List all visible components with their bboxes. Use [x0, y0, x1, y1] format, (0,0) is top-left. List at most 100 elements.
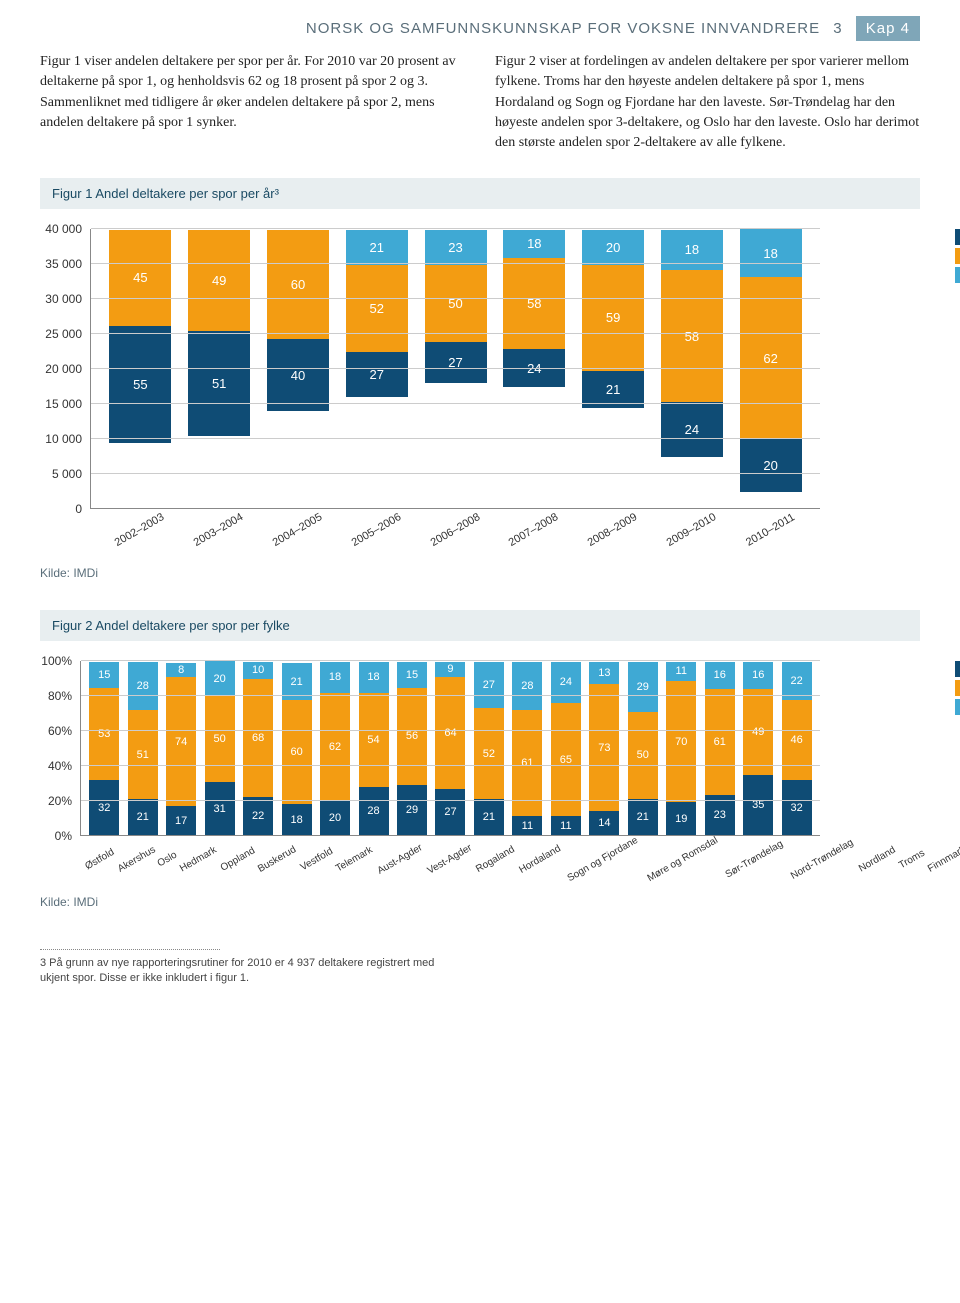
- bar-segment: 28: [512, 662, 542, 711]
- bar-segment: 61: [705, 689, 735, 795]
- bar-stack: 17748: [166, 661, 196, 835]
- bar-segment: 21: [474, 799, 504, 836]
- figur1-bars: 5545514940602752212750232458182159202458…: [91, 229, 820, 508]
- x-label: Akershus: [116, 845, 158, 875]
- legend-item: Spor 3: [955, 699, 960, 715]
- x-label: Nord-Trøndelag: [789, 838, 855, 883]
- x-label: Møre og Romsdal: [645, 835, 719, 884]
- x-label: Buskerud: [256, 845, 298, 876]
- bar-stack: 147313: [589, 661, 619, 835]
- x-label: Oslo: [156, 850, 179, 870]
- bar-segment: 11: [512, 816, 542, 835]
- x-label: Sogn og Fjordane: [566, 835, 640, 884]
- legend-swatch: [955, 229, 960, 245]
- bar-group: 5149: [180, 229, 259, 508]
- page-number: 3: [833, 20, 842, 37]
- bar-segment: 20: [740, 439, 802, 492]
- footnote: 3 På grunn av nye rapporteringsrutiner f…: [40, 956, 460, 986]
- bar-group: 354916: [739, 661, 777, 835]
- intro-left: Figur 1 viser andelen deltakere per spor…: [40, 52, 465, 153]
- bar-segment: 18: [503, 230, 565, 258]
- legend-item: Spor 2: [955, 680, 960, 696]
- bar-segment: 16: [743, 662, 773, 690]
- grid-line: [81, 800, 820, 801]
- bar-segment: 70: [666, 681, 696, 803]
- bar-stack: 215029: [628, 661, 658, 835]
- figur2-legend: Spor 1Spor 2Spor 3: [955, 661, 960, 718]
- bar-segment: 20: [205, 661, 235, 695]
- bar-segment: 68: [243, 679, 273, 797]
- figur1-kilde: Kilde: IMDi: [40, 566, 920, 580]
- bar-segment: 10: [243, 662, 273, 679]
- bar-group: 206218: [731, 229, 810, 508]
- bar-segment: 59: [582, 265, 644, 370]
- bar-segment: 32: [782, 780, 812, 836]
- grid-line: [81, 695, 820, 696]
- bar-segment: 18: [282, 804, 312, 835]
- bar-segment: 21: [128, 799, 158, 836]
- x-label: Sør-Trøndelag: [724, 839, 785, 881]
- bar-stack: 295615: [397, 661, 427, 835]
- bar-stack: 226810: [243, 661, 273, 835]
- bar-stack: 215128: [128, 661, 158, 835]
- bar-stack: 116524: [551, 661, 581, 835]
- grid-line: [81, 730, 820, 731]
- bar-stack: 206218: [320, 661, 350, 835]
- bar-group: 215029: [624, 661, 662, 835]
- bar-group: 27649: [431, 661, 469, 835]
- x-label: Troms: [897, 848, 927, 872]
- header-title: NORSK OG SAMFUNNSKUNNSKAP FOR VOKSNE INN…: [306, 20, 820, 37]
- bar-segment: 35: [743, 775, 773, 836]
- intro-columns: Figur 1 viser andelen deltakere per spor…: [40, 52, 920, 153]
- bar-segment: 28: [359, 787, 389, 836]
- figur1-y-axis: 05 00010 00015 00020 00025 00030 00035 0…: [40, 229, 90, 509]
- grid-line: [91, 438, 820, 439]
- bar-segment: 73: [589, 684, 619, 811]
- figur2-chart: 0%20%40%60%80%100% 325315215128177483150…: [40, 661, 920, 865]
- bar-segment: 31: [205, 782, 235, 835]
- bar-segment: 60: [282, 700, 312, 804]
- x-label: 2007–2008: [497, 506, 571, 556]
- bar-group: 147313: [585, 661, 623, 835]
- bar-segment: 56: [397, 688, 427, 785]
- bar-segment: 19: [666, 802, 696, 835]
- bar-stack: 315020: [205, 661, 235, 835]
- x-label: 2010–2011: [733, 506, 807, 556]
- bar-group: 315020: [200, 661, 238, 835]
- bar-segment: 50: [628, 712, 658, 799]
- bar-stack: 206218: [740, 229, 802, 492]
- legend-item: Spor 2: [955, 248, 960, 264]
- bar-segment: 51: [188, 331, 250, 436]
- bar-segment: 40: [267, 339, 329, 412]
- bar-segment: 8: [166, 663, 196, 677]
- x-label: Rogaland: [474, 845, 517, 876]
- x-label: 2008–2009: [576, 506, 650, 556]
- x-label: Vestfold: [298, 846, 334, 873]
- bar-stack: 215227: [474, 661, 504, 835]
- bar-segment: 32: [89, 780, 119, 836]
- figur1-plot: 5545514940602752212750232458182159202458…: [90, 229, 820, 509]
- bar-stack: 4060: [267, 229, 329, 411]
- grid-line: [91, 403, 820, 404]
- bar-group: 325315: [85, 661, 123, 835]
- bar-segment: 9: [435, 662, 465, 678]
- x-label: Østfold: [83, 847, 116, 872]
- x-label: Finnmark: [926, 845, 960, 875]
- bar-group: 116524: [547, 661, 585, 835]
- bar-segment: 45: [109, 230, 171, 326]
- bar-group: 17748: [162, 661, 200, 835]
- chapter-badge: Kap 4: [856, 16, 920, 41]
- bar-group: 4060: [259, 229, 338, 508]
- bar-segment: 24: [551, 662, 581, 704]
- x-label: 2005–2006: [339, 506, 413, 556]
- figur1-chart: 05 00010 00015 00020 00025 00030 00035 0…: [40, 229, 920, 536]
- bar-group: 186021: [277, 661, 315, 835]
- grid-line: [91, 473, 820, 474]
- bar-segment: 50: [205, 696, 235, 782]
- x-label: Oppland: [218, 846, 256, 874]
- bar-segment: 52: [346, 265, 408, 352]
- bar-stack: 325315: [89, 661, 119, 835]
- bar-stack: 324622: [782, 661, 812, 835]
- legend-swatch: [955, 661, 960, 677]
- bar-segment: 23: [425, 230, 487, 265]
